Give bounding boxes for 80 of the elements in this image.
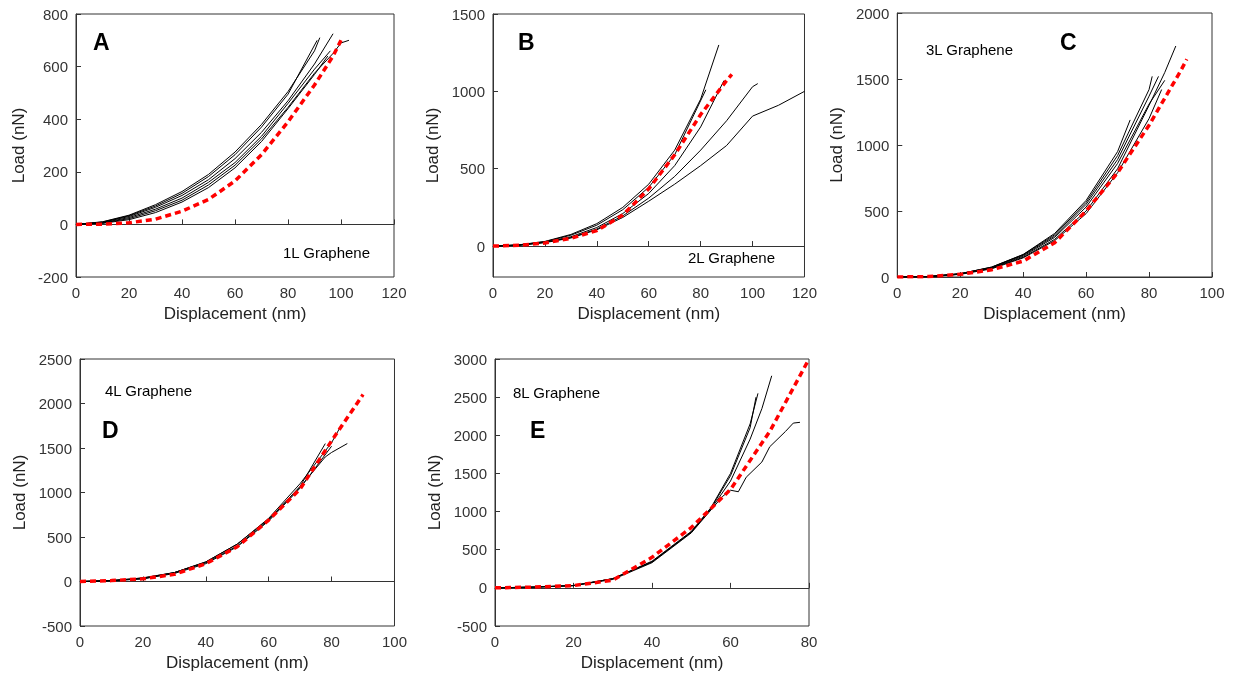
- annotation: E: [530, 416, 546, 443]
- x-tick-label: 0: [75, 633, 85, 650]
- y-tick-label: 2000: [855, 4, 890, 22]
- x-tick-label: 80: [1140, 284, 1158, 301]
- annotation: 3L Graphene: [926, 41, 1014, 58]
- x-tick-label: 80: [279, 284, 297, 301]
- y-tick-label: 500: [461, 541, 487, 559]
- y-tick-label: 1000: [855, 136, 890, 154]
- x-tick-label: 0: [488, 284, 498, 301]
- x-tick-label: 20: [565, 633, 582, 650]
- x-axis-title: Displacement (nm): [165, 653, 309, 672]
- y-tick-label: 0: [880, 268, 890, 286]
- x-tick-label: 20: [536, 284, 554, 301]
- x-tick-label: 20: [120, 284, 138, 301]
- y-tick-label: 2000: [453, 426, 487, 444]
- x-axis-title: Displacement (nm): [580, 653, 724, 672]
- y-axis-title: Load (nN): [424, 454, 444, 531]
- y-tick-label: 3000: [453, 350, 487, 368]
- y-axis-title: Load (nN): [422, 107, 442, 184]
- x-tick-label: 80: [692, 284, 709, 301]
- y-tick-label: 500: [46, 528, 72, 546]
- annotation: D: [102, 416, 119, 443]
- x-tick-label: 60: [722, 633, 739, 650]
- y-tick-label: 2500: [38, 350, 72, 368]
- y-tick-label: 500: [459, 160, 485, 178]
- y-tick-label: 1500: [38, 439, 72, 457]
- annotation: A: [93, 28, 110, 55]
- y-tick-label: 1000: [453, 503, 487, 521]
- y-tick-label: 400: [42, 110, 68, 128]
- y-axis-title: Load (nN): [9, 107, 29, 184]
- x-tick-label: 20: [951, 284, 969, 301]
- annotation: 8L Graphene: [513, 384, 601, 401]
- annotation: C: [1060, 28, 1077, 55]
- y-tick-label: 0: [478, 579, 487, 597]
- y-tick-label: -500: [456, 617, 487, 635]
- x-tick-label: 120: [381, 284, 407, 301]
- y-tick-label: 1000: [451, 82, 485, 100]
- y-tick-label: 2500: [453, 388, 487, 406]
- x-tick-label: 20: [134, 633, 152, 650]
- y-tick-label: -500: [41, 617, 72, 635]
- y-tick-label: 1500: [453, 464, 487, 482]
- x-tick-label: 100: [1199, 284, 1225, 301]
- x-tick-label: 100: [740, 284, 766, 301]
- x-tick-label: 80: [323, 633, 340, 650]
- x-tick-label: 100: [328, 284, 354, 301]
- y-tick-label: 500: [864, 202, 890, 220]
- x-tick-label: 60: [260, 633, 278, 650]
- y-tick-label: 0: [476, 237, 485, 255]
- y-axis-title: Load (nN): [827, 107, 846, 183]
- annotation: 1L Graphene: [283, 244, 371, 261]
- x-tick-label: 40: [197, 633, 215, 650]
- annotation: 4L Graphene: [105, 382, 193, 399]
- y-tick-label: 2000: [38, 395, 72, 412]
- y-tick-label: 0: [63, 573, 72, 590]
- y-tick-label: 1500: [855, 70, 890, 88]
- annotation: B: [518, 28, 535, 55]
- y-axis-title: Load (nN): [9, 454, 29, 531]
- x-tick-label: 0: [490, 633, 500, 650]
- x-axis-title: Displacement (nm): [983, 304, 1126, 323]
- annotation: 2L Graphene: [688, 249, 776, 266]
- x-tick-label: 40: [173, 284, 191, 301]
- x-tick-label: 40: [1014, 284, 1032, 301]
- x-tick-label: 60: [226, 284, 244, 301]
- x-tick-label: 60: [640, 284, 658, 301]
- y-tick-label: 200: [42, 163, 68, 181]
- y-tick-label: -200: [37, 268, 68, 286]
- y-tick-label: 1000: [38, 484, 72, 501]
- x-axis-title: Displacement (nm): [577, 304, 721, 323]
- x-tick-label: 40: [643, 633, 661, 650]
- x-tick-label: 0: [893, 284, 902, 301]
- y-tick-label: 600: [42, 58, 68, 76]
- x-tick-label: 60: [1077, 284, 1095, 301]
- x-tick-label: 80: [800, 633, 818, 650]
- y-tick-label: 1500: [451, 5, 485, 23]
- x-tick-label: 120: [791, 284, 817, 301]
- x-tick-label: 100: [381, 633, 407, 650]
- x-axis-title: Displacement (nm): [163, 304, 307, 323]
- y-tick-label: 800: [42, 5, 68, 23]
- y-tick-label: 0: [59, 215, 68, 233]
- x-tick-label: 40: [588, 284, 606, 301]
